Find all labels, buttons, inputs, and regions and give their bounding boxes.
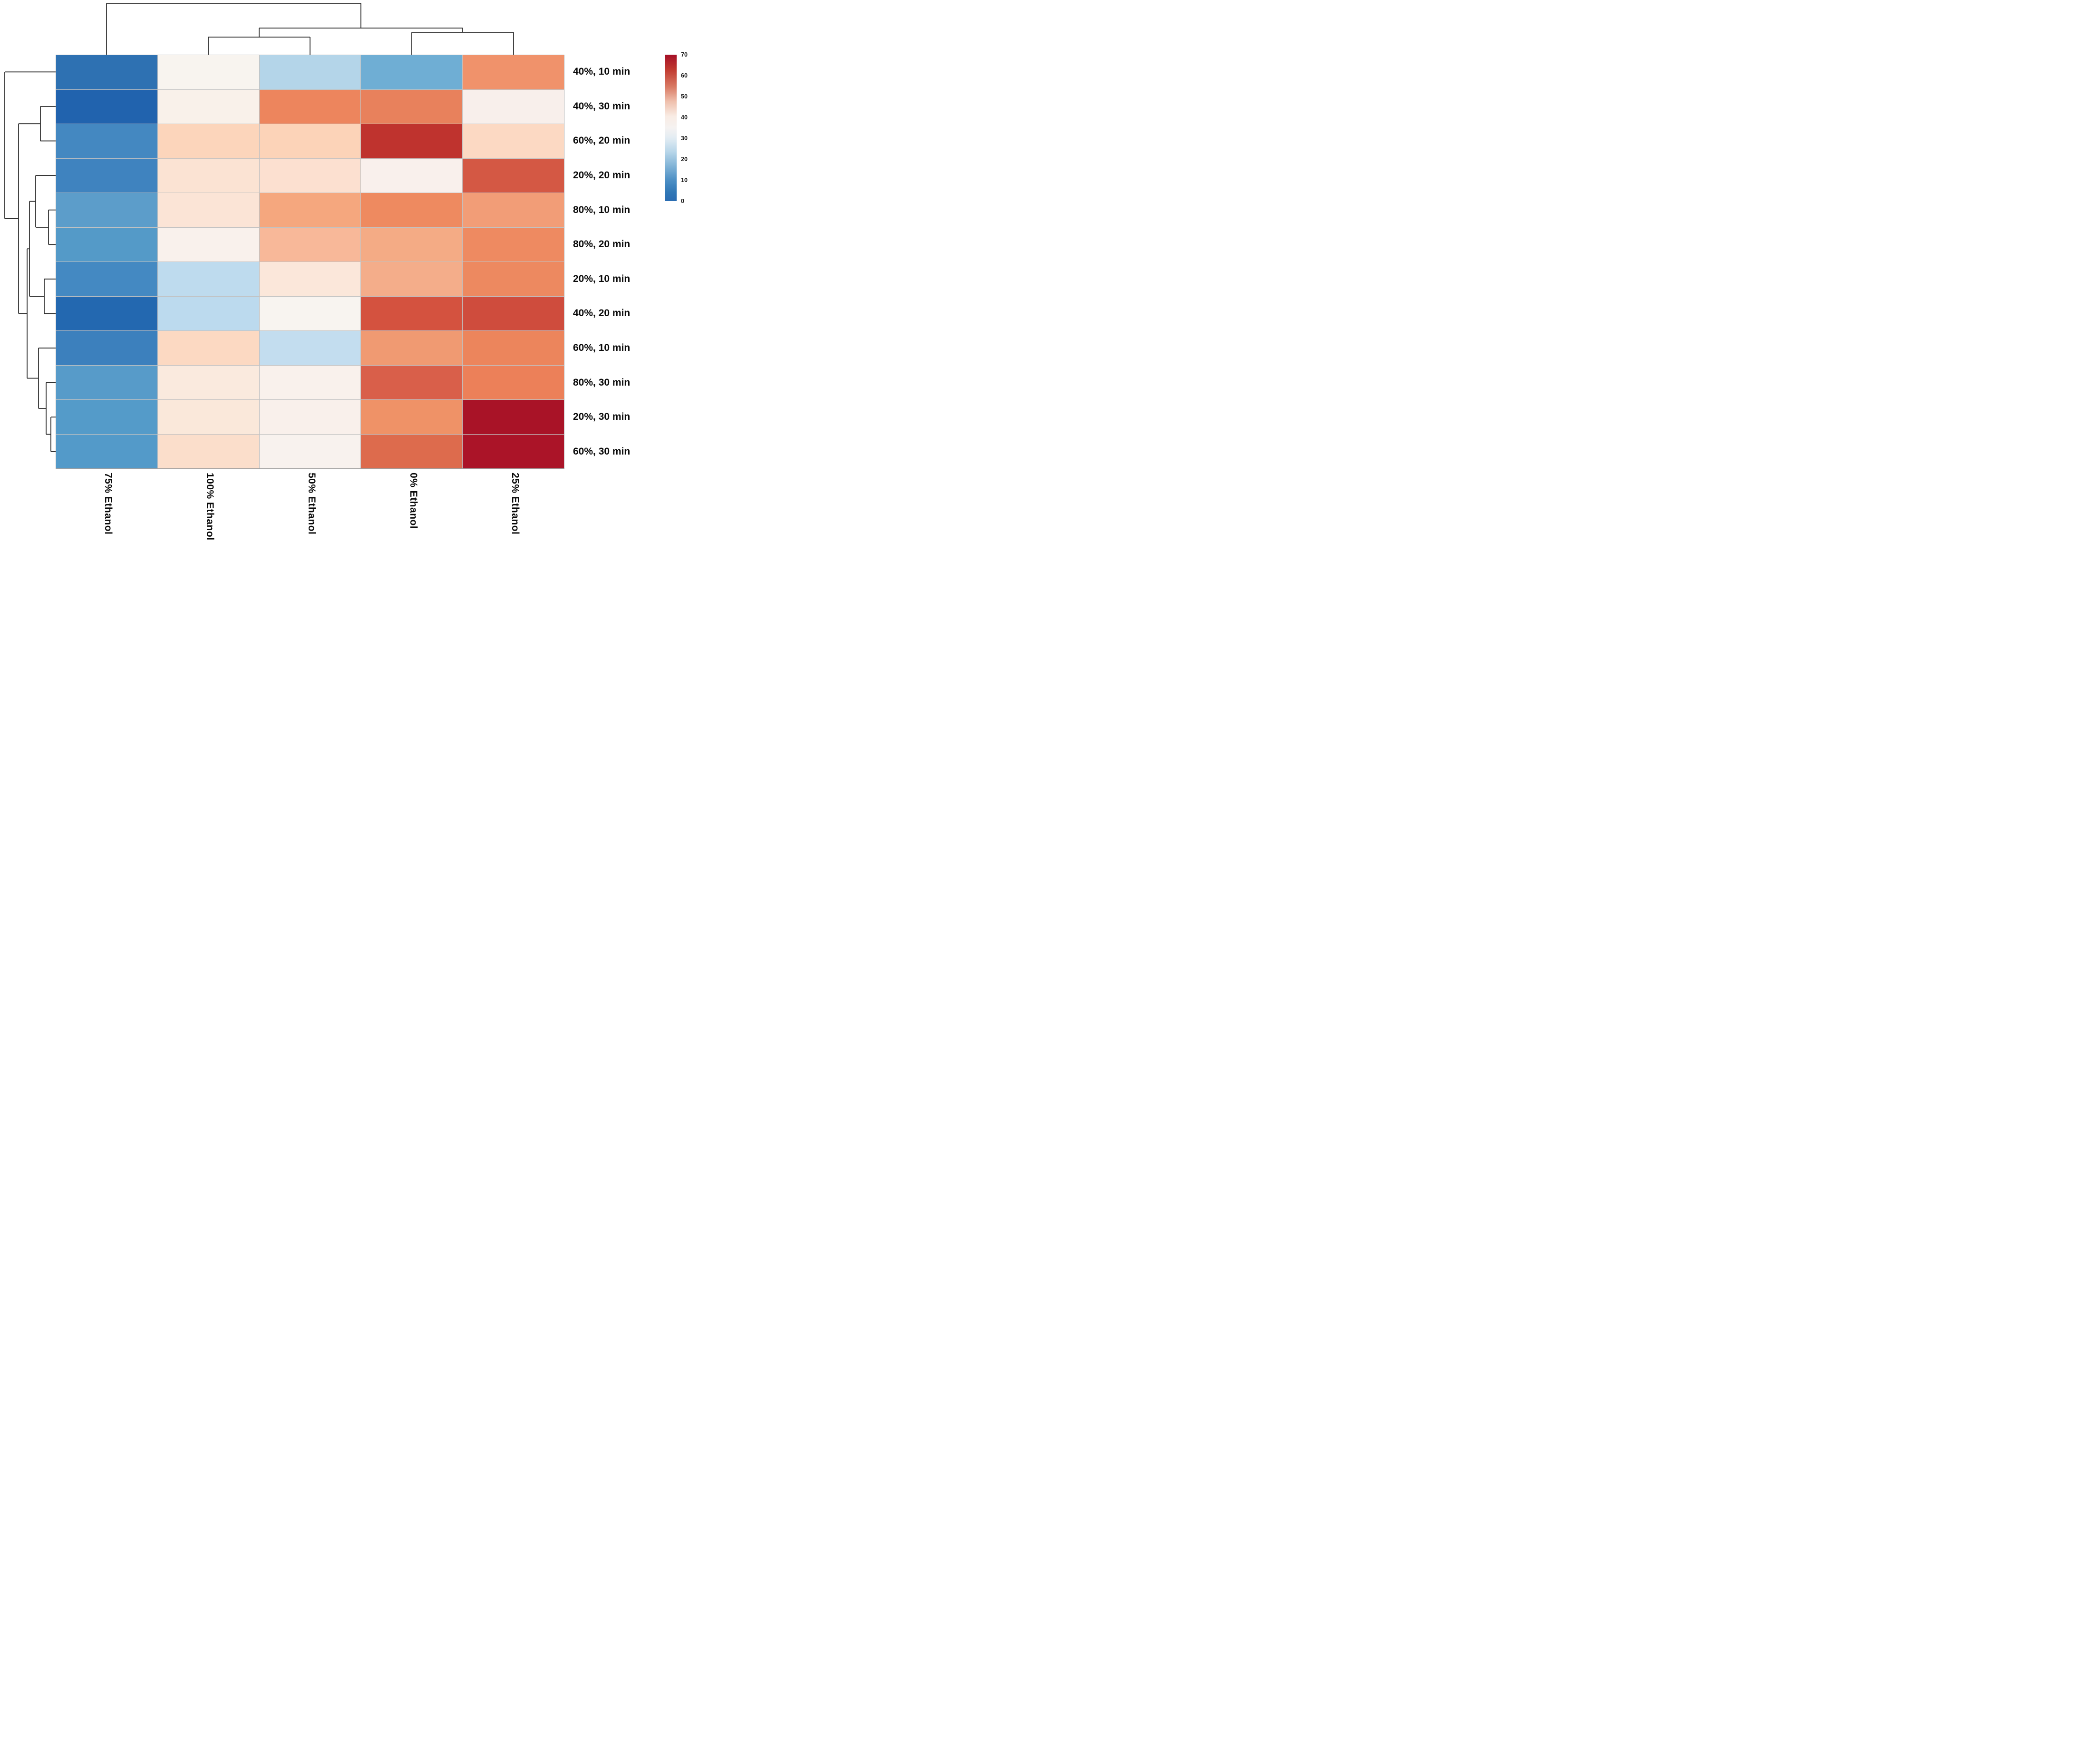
row-label: 60%, 10 min [573,342,631,353]
heatmap-cell [361,124,463,158]
heatmap-cell [157,331,259,365]
heatmap-cell [157,158,259,193]
colorbar-tick-label: 60 [681,72,688,79]
row-label: 60%, 30 min [573,446,631,457]
heatmap-cell [361,434,463,468]
colorbar-tick-label: 30 [681,135,688,142]
heatmap-cell [56,227,157,262]
heatmap-cell [157,434,259,468]
colorbar-tick-label: 20 [681,156,688,163]
heatmap-cell [361,365,463,399]
column-dendrogram [106,3,514,55]
row-label: 20%, 20 min [573,170,631,181]
heatmap-cell [463,158,564,193]
column-label: 50% Ethanol [306,473,317,535]
heatmap-cell [157,89,259,124]
heatmap-cell [157,400,259,434]
heatmap-cell [259,296,361,330]
heatmap-grid [56,55,564,469]
heatmap-cell [259,89,361,124]
heatmap-cell [361,262,463,296]
dendrogram-layer [4,3,514,452]
heatmap-cell [361,158,463,193]
heatmap-cell [259,124,361,158]
colorbar [665,55,677,201]
row-label: 40%, 30 min [573,100,631,112]
heatmap-cell [157,124,259,158]
heatmap-cell [463,55,564,89]
row-label: 80%, 20 min [573,239,631,250]
row-label: 80%, 10 min [573,204,631,215]
column-label: 25% Ethanol [510,473,521,535]
heatmap-cell [463,331,564,365]
colorbar-tick-label: 10 [681,177,688,184]
row-label: 60%, 20 min [573,135,631,146]
heatmap-cell [56,193,157,227]
heatmap-cell [361,227,463,262]
heatmap-cell [259,434,361,468]
heatmap-cell [463,124,564,158]
heatmap-cell [361,331,463,365]
heatmap-cell [463,89,564,124]
heatmap-cell [463,400,564,434]
heatmap-cell [56,331,157,365]
heatmap-cell [56,400,157,434]
heatmap-cell [361,296,463,330]
heatmap-cell [157,296,259,330]
heatmap-cell [463,262,564,296]
heatmap-cell [259,365,361,399]
heatmap-cell [259,55,361,89]
colorbar-tick-label: 40 [681,114,688,121]
row-dendrogram [4,71,56,452]
heatmap-cell [56,296,157,330]
heatmap-cell [157,55,259,89]
heatmap-cell [157,193,259,227]
heatmap-cell [463,227,564,262]
column-label: 100% Ethanol [204,473,215,541]
heatmap-cell [361,55,463,89]
heatmap-cell [157,262,259,296]
heatmap-cell [56,89,157,124]
heatmap-cell [56,434,157,468]
heatmap-cell [259,400,361,434]
heatmap-cell [361,193,463,227]
heatmap-cell [157,365,259,399]
heatmap-cell [463,434,564,468]
row-label: 40%, 20 min [573,308,631,319]
heatmap-cell [463,365,564,399]
colorbar-tick-label: 70 [681,51,688,58]
heatmap-cell [361,89,463,124]
colorbar-tick-label: 0 [681,198,684,204]
column-label: 0% Ethanol [408,473,419,529]
row-label: 80%, 30 min [573,377,631,388]
row-label: 20%, 30 min [573,411,631,423]
heatmap-cell [56,262,157,296]
heatmap-cell [56,55,157,89]
heatmap-cell [56,365,157,399]
column-label: 75% Ethanol [103,473,114,535]
heatmap-cell [259,158,361,193]
heatmap-cell [56,158,157,193]
heatmap-cell [259,262,361,296]
heatmap-cell [259,193,361,227]
heatmap-cell [56,124,157,158]
clustermap-figure: 40%, 10 min 40%, 30 min 60%, 20 min 20%, 20… [0,0,692,588]
heatmap-cell [463,296,564,330]
row-label: 20%, 10 min [573,273,631,284]
colorbar-tick-label: 50 [681,93,688,100]
heatmap-cell [361,400,463,434]
heatmap-cell [259,227,361,262]
row-label: 40%, 10 min [573,66,631,78]
heatmap-cell [157,227,259,262]
heatmap-cell [463,193,564,227]
heatmap-cell [259,331,361,365]
